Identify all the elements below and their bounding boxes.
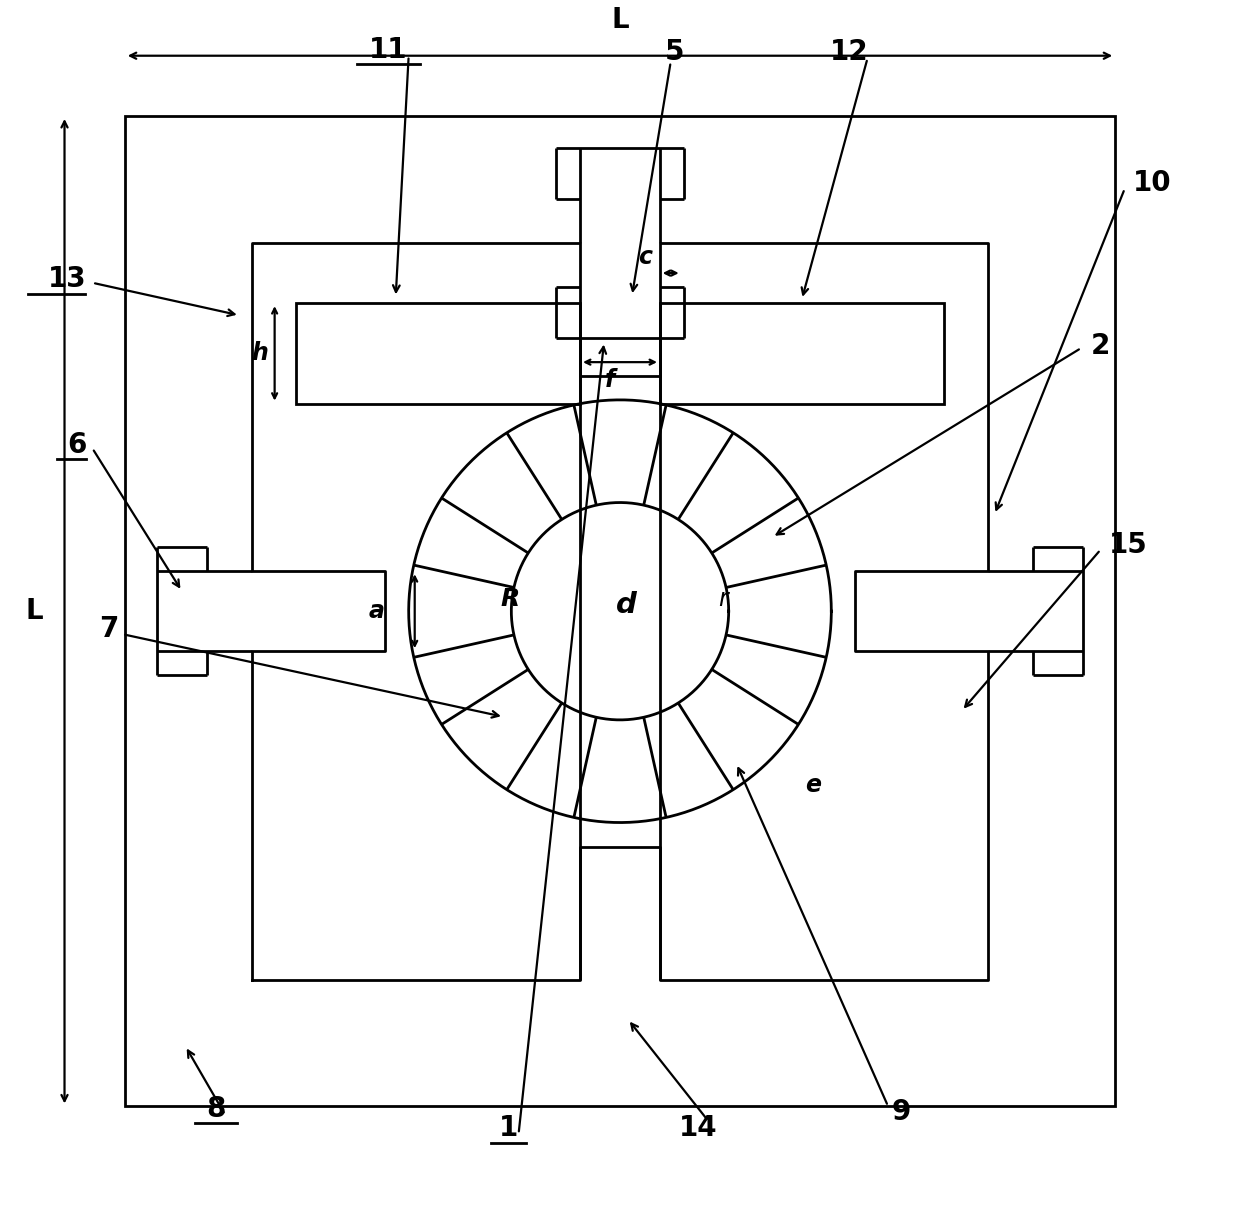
Text: 9: 9: [892, 1098, 911, 1126]
Text: 10: 10: [1133, 169, 1172, 197]
Bar: [660, 304, 944, 403]
Text: 6: 6: [67, 430, 87, 458]
Text: L: L: [611, 6, 629, 34]
Text: d: d: [615, 592, 636, 620]
Text: h: h: [252, 341, 269, 366]
Bar: [296, 304, 580, 403]
Text: 14: 14: [680, 1114, 718, 1142]
Text: 2: 2: [1091, 332, 1110, 360]
Text: L: L: [25, 598, 42, 626]
Text: r: r: [718, 587, 728, 611]
Text: e: e: [806, 773, 822, 797]
Text: 15: 15: [1109, 531, 1148, 559]
Text: R: R: [501, 587, 520, 611]
Text: 7: 7: [99, 615, 119, 643]
Text: 12: 12: [830, 38, 869, 66]
Text: 1: 1: [500, 1114, 518, 1142]
Text: 5: 5: [665, 38, 684, 66]
Bar: [125, 117, 1115, 1107]
Text: 11: 11: [368, 35, 408, 63]
Text: 8: 8: [206, 1095, 226, 1123]
Text: c: c: [639, 245, 652, 270]
Text: 13: 13: [47, 265, 87, 293]
Text: a: a: [368, 599, 384, 623]
Text: f: f: [605, 368, 615, 392]
